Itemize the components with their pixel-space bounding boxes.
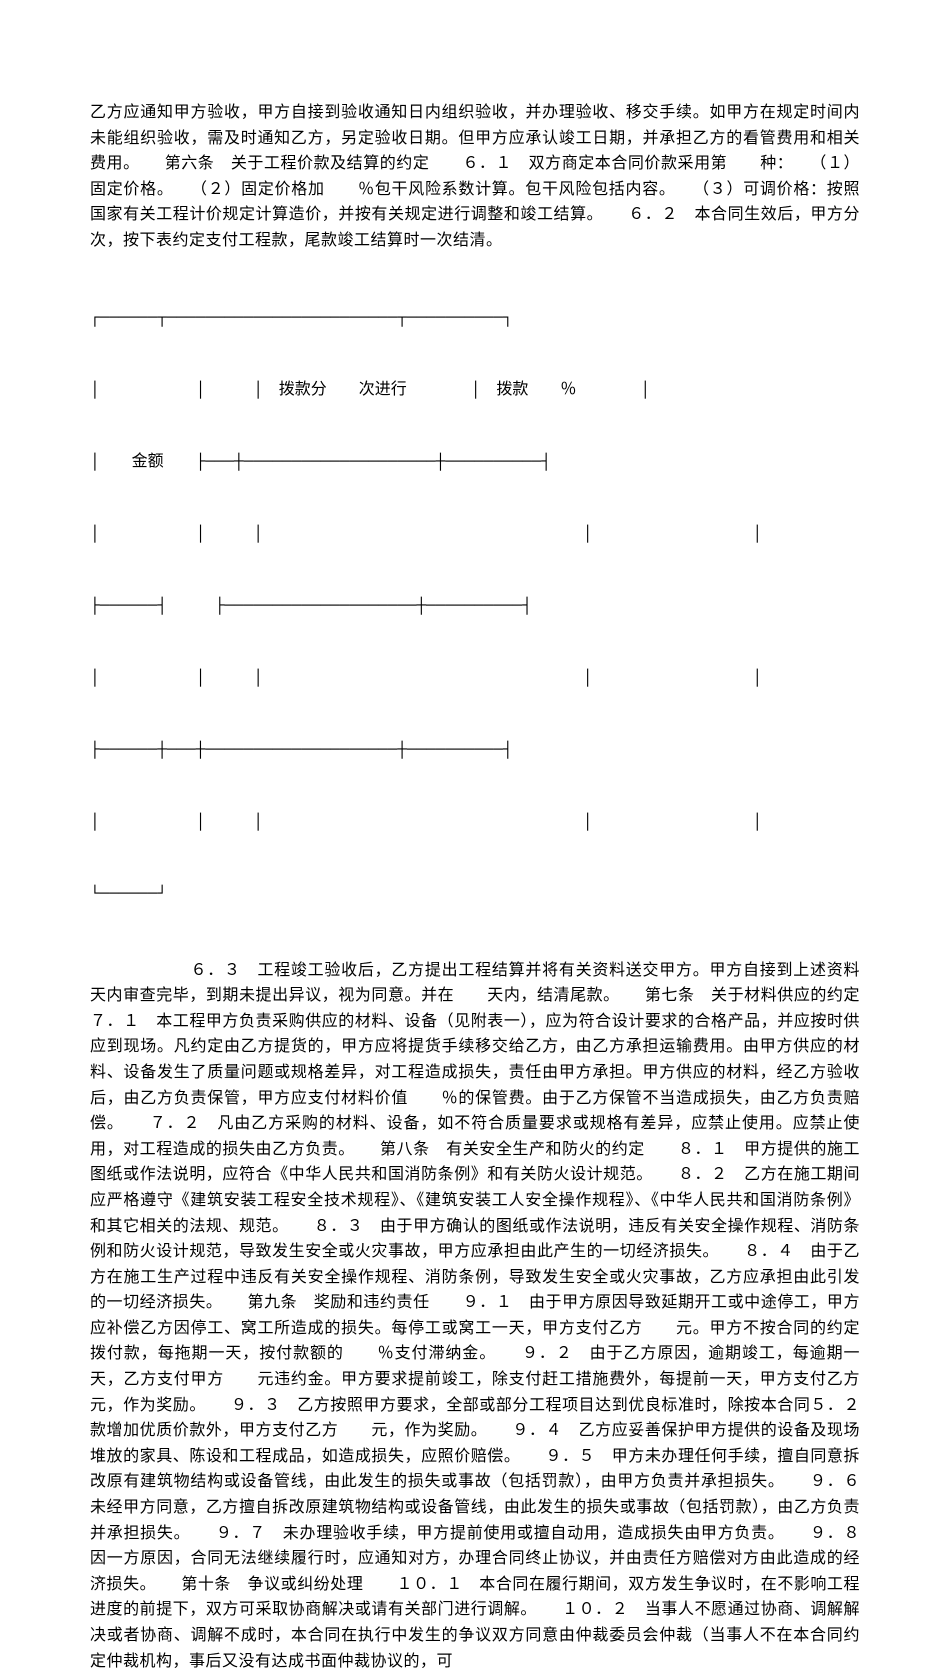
paragraph-after-table: ６．３ 工程竣工验收后，乙方提出工程结算并将有关资料送交甲方。甲方自接到上述资料… <box>90 962 893 1670</box>
table-border-bottom: └──────┘ <box>90 882 860 906</box>
table-divider-3: ├──────┼───┼────────────────────┼───────… <box>90 738 860 762</box>
table-border-top: ┌──────┬────────────────────────┬───────… <box>90 306 860 330</box>
table-row-2: │ │ │ │ │ <box>90 666 860 690</box>
table-row-1: │ │ │ │ │ <box>90 522 860 546</box>
table-row-3: │ │ │ │ │ <box>90 810 860 834</box>
table-divider-1: │ 金额 ├───┼────────────────────┼─────────… <box>90 450 860 474</box>
paragraph-before-table: 乙方应通知甲方验收，甲方自接到验收通知日内组织验收，并办理验收、移交手续。如甲方… <box>90 104 860 249</box>
table-header-row: │ │ │ 拨款分 次进行 │ 拨款 ％ │ <box>90 378 860 402</box>
document-body: 乙方应通知甲方验收，甲方自接到验收通知日内组织验收，并办理验收、移交手续。如甲方… <box>90 100 860 1674</box>
payment-table: ┌──────┬────────────────────────┬───────… <box>90 258 860 954</box>
table-divider-2: ├──────┤ ├────────────────────┼─────────… <box>90 594 860 618</box>
